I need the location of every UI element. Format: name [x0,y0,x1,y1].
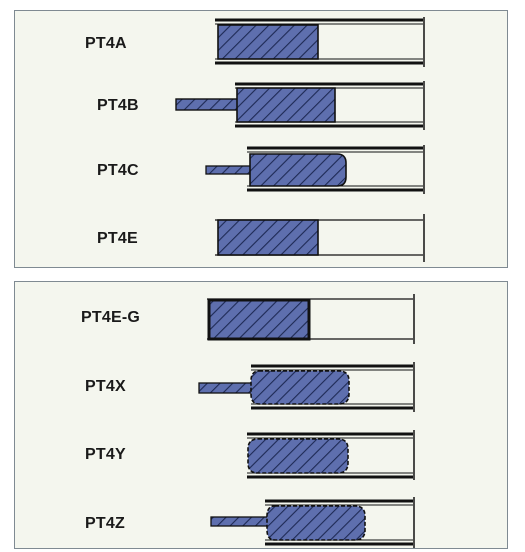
diagram-pt4e-g [207,294,415,344]
diagram-pt4b [175,81,425,130]
diagram-pt4c [205,145,425,194]
bottom-panel: PT4E-G PT4X PT4Y PT4Z [14,281,508,549]
label-row-8: PT4Z [85,515,125,532]
label-row-3: PT4C [97,162,139,179]
bottom-diagrams [198,294,415,548]
diagram-pt4z [210,497,415,548]
label-row-5: PT4E-G [81,309,140,326]
label-row-6: PT4X [85,378,126,395]
diagram-pt4y [247,430,415,480]
label-row-4: PT4E [97,230,138,247]
diagram-pt4e [215,214,425,262]
diagram-pt4x [198,362,415,412]
diagram-pt4a [215,17,425,67]
label-row-1: PT4A [85,35,127,52]
top-diagrams [175,17,425,262]
label-row-7: PT4Y [85,446,126,463]
label-row-2: PT4B [97,97,139,114]
top-panel: PT4A PT4B PT4C PT4E [14,10,508,268]
